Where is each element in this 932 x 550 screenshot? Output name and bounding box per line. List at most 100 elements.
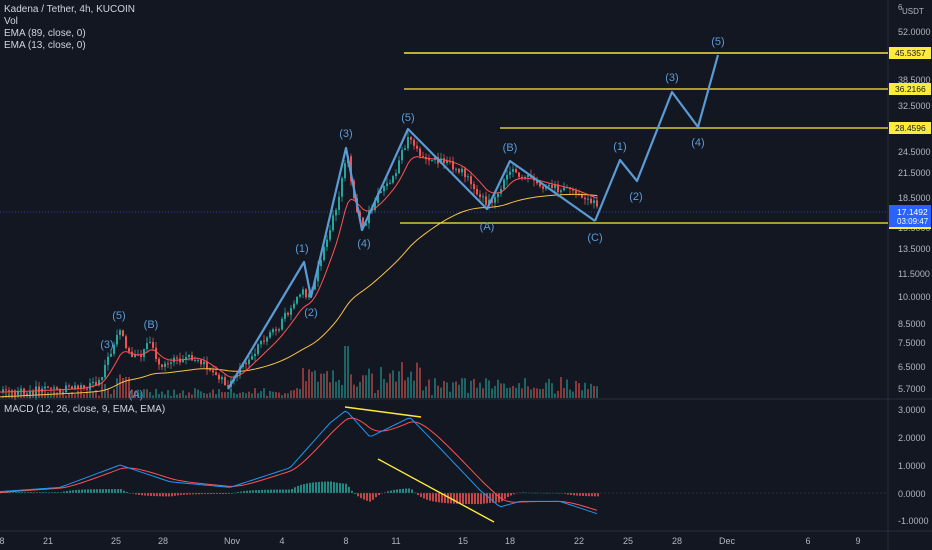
- volume-bar: [188, 392, 190, 398]
- macd-histogram-bar: [480, 493, 482, 505]
- candle-body: [491, 199, 493, 203]
- wave-label: (1): [613, 141, 626, 153]
- level-price-text: 36.2166: [895, 84, 926, 94]
- level-price-tag: [889, 122, 931, 134]
- macd-histogram-bar: [591, 493, 593, 497]
- volume-bar: [179, 393, 181, 398]
- volume-bar: [257, 393, 259, 398]
- macd-histogram-bar: [393, 489, 395, 493]
- macd-tick-label: 2.0000: [898, 433, 926, 443]
- volume-bar: [488, 380, 490, 398]
- volume-bar: [170, 395, 172, 398]
- candle-body: [410, 137, 412, 140]
- macd-tick-label: 3.0000: [898, 405, 926, 415]
- volume-bar: [224, 392, 226, 398]
- macd-axis: 3.0000 2.0000 1.0000 0.0000 -1.0000: [898, 405, 929, 526]
- candle-body: [134, 354, 136, 358]
- volume-bar: [557, 390, 559, 398]
- volume-bar: [536, 388, 538, 398]
- volume-bar: [101, 381, 103, 398]
- candle-body: [476, 188, 478, 195]
- price-tick-label: 38.5000: [898, 75, 931, 85]
- volume-bar: [449, 391, 451, 398]
- volume-bar: [572, 391, 574, 398]
- macd-histogram-bar: [570, 493, 572, 495]
- candle-body: [89, 383, 91, 390]
- macd-histogram-bar: [300, 484, 302, 493]
- macd-legend[interactable]: MACD (12, 26, close, 9, EMA, EMA): [4, 404, 166, 415]
- macd-histogram-bar: [93, 489, 95, 493]
- candle-body: [503, 179, 505, 189]
- volume-legend[interactable]: Vol: [4, 16, 18, 27]
- candle-body: [245, 362, 247, 365]
- candle-body: [308, 293, 310, 298]
- volume-bar: [59, 394, 61, 398]
- candle-body: [554, 184, 556, 188]
- volume-bar: [371, 373, 373, 398]
- candle-body: [395, 173, 397, 177]
- candle-body: [326, 239, 328, 248]
- volume-bar: [95, 389, 97, 398]
- candle-body: [497, 193, 499, 198]
- symbol-title[interactable]: Kadena / Tether, 4h, KUCOIN: [4, 4, 136, 15]
- candle-body: [104, 364, 106, 378]
- candle-body: [551, 184, 553, 188]
- macd-histogram-bar: [54, 492, 56, 493]
- volume-bar: [200, 391, 202, 398]
- candle-body: [146, 343, 148, 350]
- macd-histogram-bar: [498, 493, 500, 503]
- countdown-text: 03:09:47: [897, 217, 929, 226]
- volume-bar: [209, 392, 211, 398]
- volume-bar: [254, 388, 256, 398]
- candle-body: [71, 386, 73, 390]
- volume-bar: [596, 386, 598, 398]
- volume-bar: [503, 383, 505, 398]
- macd-histogram-bar: [222, 493, 224, 495]
- volume-bar: [578, 383, 580, 398]
- candle-body: [167, 363, 169, 365]
- volume-bar: [122, 377, 124, 398]
- macd-histogram-bar: [15, 492, 17, 493]
- volume-bar: [230, 389, 232, 398]
- volume-bar: [104, 384, 106, 398]
- candle-body: [407, 137, 409, 149]
- macd-histogram-bar: [21, 492, 23, 493]
- wave-label: (3): [665, 72, 678, 84]
- candle-body: [401, 150, 403, 161]
- macd-histogram-bar: [294, 487, 296, 493]
- volume-bar: [239, 392, 241, 398]
- volume-bar: [404, 380, 406, 398]
- candle-body: [284, 312, 286, 319]
- macd-histogram-bar: [216, 493, 218, 495]
- macd-histogram-bar: [567, 493, 569, 495]
- macd-histogram-bar: [333, 482, 335, 493]
- volume-bar: [479, 382, 481, 398]
- volume-bar: [377, 390, 379, 398]
- candle-body: [473, 184, 475, 189]
- candle-body: [125, 336, 127, 349]
- candle-body: [575, 190, 577, 194]
- ema-13-legend[interactable]: EMA (13, close, 0): [4, 40, 86, 51]
- wave-label: (5): [401, 112, 414, 124]
- candle-body: [38, 386, 40, 393]
- macd-histogram-bar: [123, 490, 125, 493]
- price-tick-label: 5.7000: [898, 384, 926, 394]
- macd-histogram-bar: [438, 493, 440, 503]
- volume-bar: [320, 373, 322, 398]
- macd-histogram-bar: [177, 493, 179, 496]
- macd-histogram-bar: [72, 490, 74, 493]
- candle-body: [218, 374, 220, 380]
- candle-body: [98, 379, 100, 386]
- macd-histogram-bar: [492, 493, 494, 503]
- volume-bar: [383, 378, 385, 398]
- macd-histogram-bar: [252, 490, 254, 493]
- volume-bar: [269, 390, 271, 398]
- macd-histogram-bar: [372, 493, 374, 500]
- price-tick-label: 21.5000: [898, 168, 931, 178]
- macd-histogram-bar: [189, 493, 191, 495]
- ema-89-legend[interactable]: EMA (89, close, 0): [4, 28, 86, 39]
- macd-histogram-bar: [63, 491, 65, 493]
- macd-histogram-bar: [81, 489, 83, 493]
- time-tick-label: 15: [458, 536, 468, 546]
